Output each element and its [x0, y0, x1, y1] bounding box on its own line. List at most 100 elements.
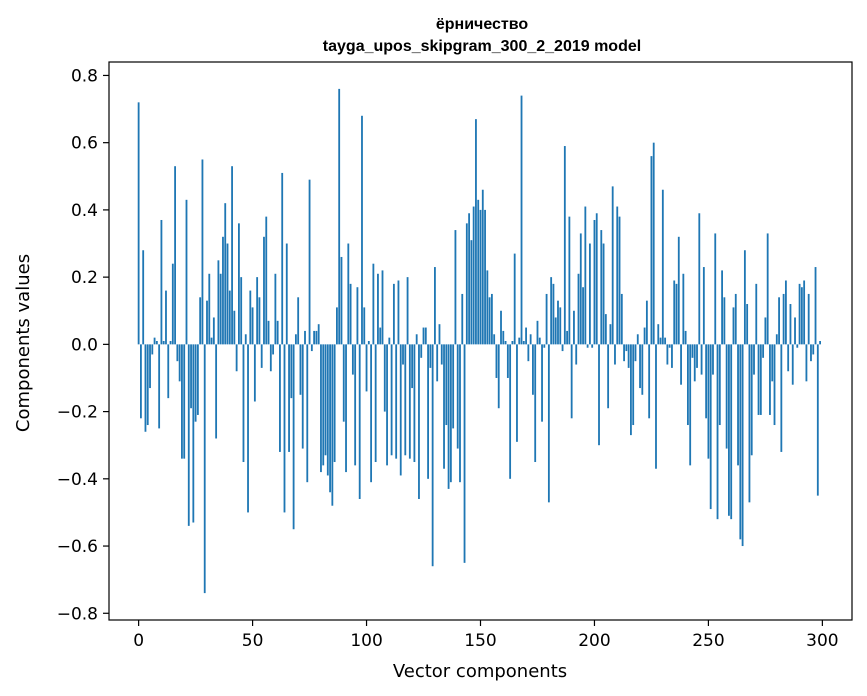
bar-264 [739, 344, 742, 540]
bar-104 [374, 344, 377, 463]
bar-222 [643, 327, 646, 345]
bar-261 [732, 307, 735, 345]
bar-96 [356, 287, 359, 345]
bar-61 [276, 320, 279, 345]
bar-134 [443, 344, 445, 469]
bar-210 [616, 206, 619, 345]
bar-75 [308, 179, 311, 345]
bar-274 [762, 344, 765, 358]
bar-251 [709, 344, 712, 510]
bar-278 [771, 344, 774, 382]
bar-139 [454, 230, 457, 345]
bar-72 [301, 344, 304, 449]
bar-35 [217, 260, 220, 345]
bar-192 [575, 344, 578, 365]
bar-153 [486, 270, 489, 345]
bar-187 [563, 146, 566, 345]
bar-200 [593, 219, 596, 345]
bar-21 [185, 199, 188, 345]
bar-57 [267, 320, 270, 345]
bar-145 [468, 213, 471, 345]
bar-102 [370, 344, 373, 483]
bar-262 [734, 293, 737, 345]
bar-112 [392, 283, 395, 345]
bar-124 [420, 344, 423, 358]
bar-241 [686, 344, 689, 426]
bar-220 [639, 344, 641, 389]
bar-114 [397, 280, 400, 345]
bar-275 [764, 317, 767, 345]
bar-180 [547, 344, 550, 503]
bar-186 [561, 344, 564, 352]
bar-74 [306, 344, 309, 483]
bar-50 [251, 307, 254, 345]
bar-26 [196, 344, 199, 415]
bar-191 [573, 310, 575, 345]
bar-257 [723, 297, 726, 345]
y-axis-label: Components values [13, 254, 34, 432]
bar-249 [705, 344, 708, 419]
bar-255 [718, 344, 721, 426]
bar-82 [324, 344, 327, 456]
x-tick-label: 300 [806, 631, 838, 651]
bar-45 [240, 277, 243, 345]
bar-178 [543, 344, 546, 348]
bar-0 [137, 102, 140, 345]
bar-51 [253, 344, 256, 402]
x-tick-label: 50 [242, 631, 264, 651]
bar-266 [743, 250, 746, 345]
y-tick-label: 0.6 [71, 134, 98, 154]
x-axis-label: Vector components [393, 661, 567, 682]
bar-197 [586, 344, 589, 348]
bar-41 [231, 166, 233, 345]
bar-141 [459, 344, 461, 483]
bar-170 [525, 327, 527, 345]
bar-121 [413, 344, 416, 463]
bar-272 [757, 344, 760, 415]
bar-108 [383, 344, 386, 412]
bar-158 [497, 344, 500, 409]
bar-98 [361, 115, 363, 345]
bar-166 [516, 344, 518, 442]
bar-19 [181, 344, 183, 459]
bar-73 [304, 330, 306, 345]
bar-270 [753, 344, 755, 375]
bar-179 [545, 293, 548, 345]
bar-13 [167, 344, 170, 399]
bar-144 [465, 223, 468, 345]
bar-115 [399, 344, 402, 476]
bar-181 [550, 277, 553, 345]
bar-2 [142, 250, 145, 345]
bar-194 [579, 233, 582, 345]
bar-209 [614, 344, 616, 365]
bar-295 [810, 344, 812, 362]
bar-143 [463, 344, 466, 563]
bar-117 [404, 344, 407, 456]
bar-183 [554, 317, 557, 345]
bar-237 [677, 236, 680, 345]
bar-146 [470, 240, 473, 345]
bar-229 [659, 337, 662, 345]
bar-172 [529, 334, 532, 345]
bar-120 [411, 344, 414, 389]
bar-239 [682, 273, 685, 345]
bar-99 [363, 307, 366, 345]
bar-256 [721, 270, 723, 345]
bar-18 [178, 344, 181, 382]
bar-12 [165, 290, 167, 345]
bar-175 [536, 320, 539, 345]
bar-101 [367, 341, 370, 345]
bar-93 [349, 283, 352, 345]
bar-3 [144, 344, 147, 432]
bar-11 [162, 341, 165, 345]
bar-52 [256, 277, 259, 345]
bar-30 [206, 300, 208, 345]
bar-235 [673, 280, 676, 345]
bar-162 [506, 344, 509, 378]
x-axis-ticks: 0 50 100 150 200 250 300 [133, 620, 839, 651]
bar-138 [452, 344, 455, 429]
bar-136 [447, 344, 450, 489]
bar-67 [290, 344, 293, 399]
bar-39 [226, 243, 229, 345]
